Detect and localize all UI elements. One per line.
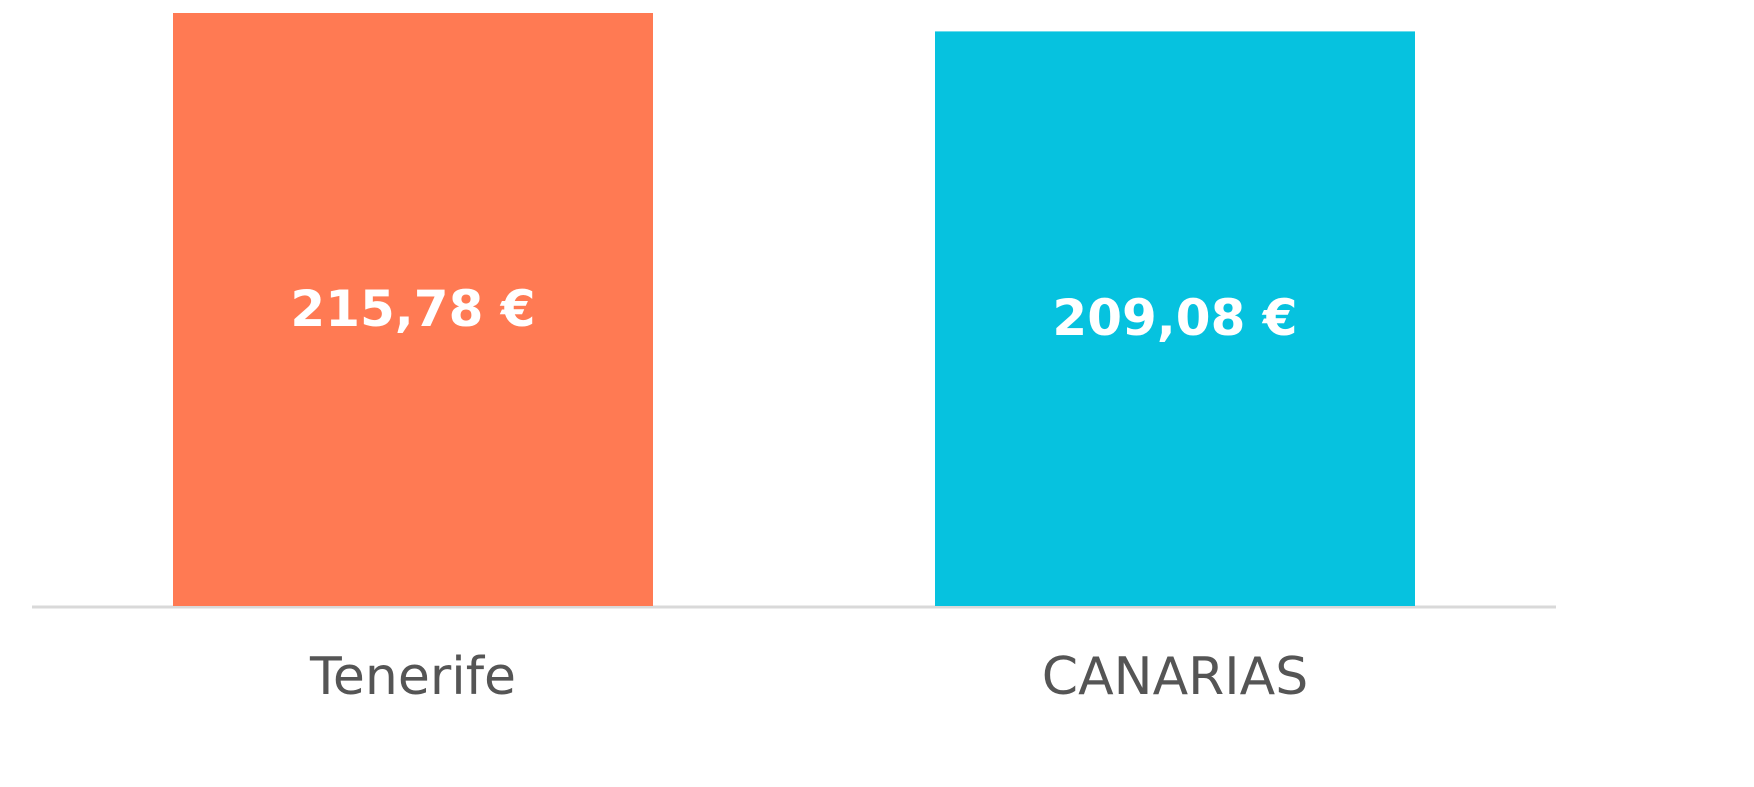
category-label: Tenerife [309, 647, 516, 707]
bar [173, 13, 653, 606]
value-label: 209,08 € [1052, 289, 1297, 347]
bar [935, 31, 1415, 607]
category-label: CANARIAS [1042, 647, 1308, 707]
value-label: 215,78 € [290, 280, 535, 338]
